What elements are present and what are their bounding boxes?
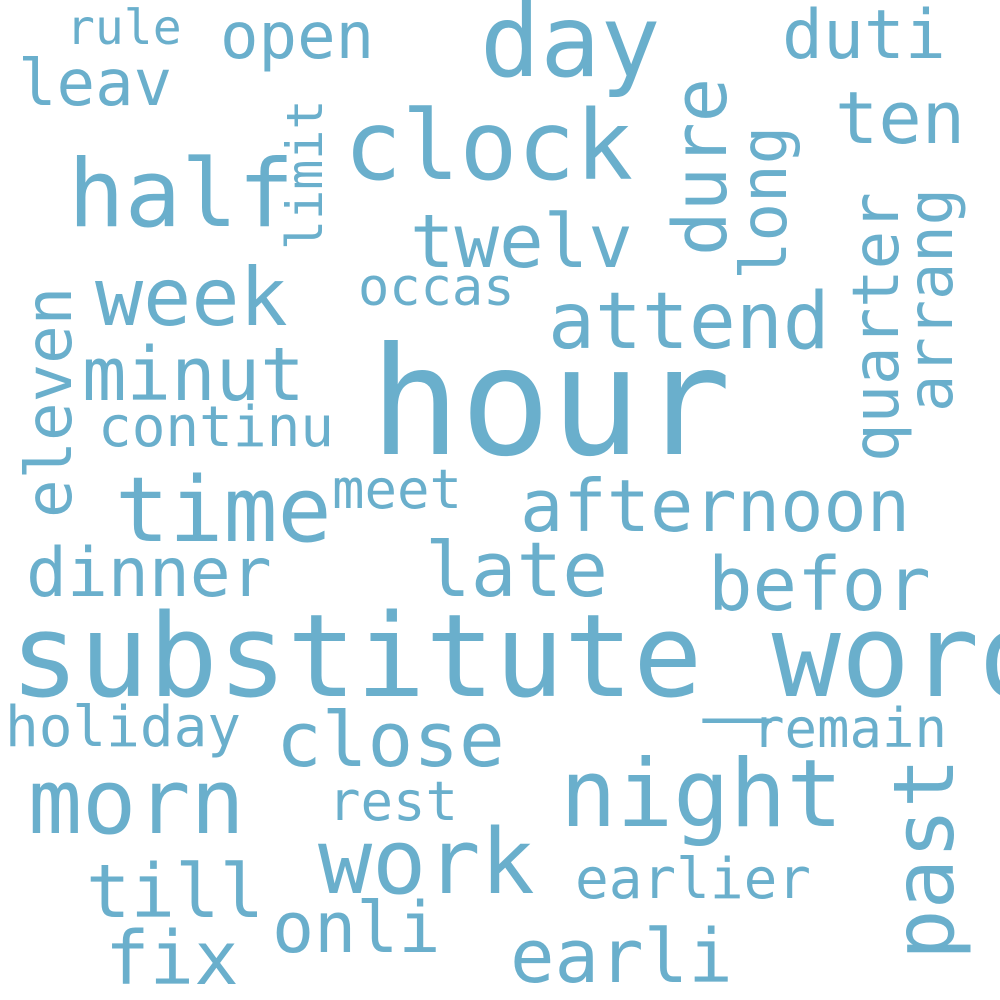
word-eleven: eleven xyxy=(13,286,87,518)
word-rest: rest xyxy=(328,770,459,833)
word-continu: continu xyxy=(98,395,335,460)
word-day: day xyxy=(480,0,661,100)
word-late: late xyxy=(425,525,609,614)
word-befor: befor xyxy=(708,542,931,628)
word-twelv: twelv xyxy=(410,199,633,285)
word-minut: minut xyxy=(82,332,305,418)
word-time: time xyxy=(115,458,332,563)
word-past: past xyxy=(875,757,973,960)
word-meet: meet xyxy=(332,458,463,521)
word-duti: duti xyxy=(782,0,946,75)
word-fix: fix xyxy=(105,916,239,1000)
word-close: close xyxy=(276,695,505,784)
word-work: work xyxy=(318,810,535,915)
word-week: week xyxy=(95,251,288,344)
word-rule: rule xyxy=(66,0,182,56)
word-long: long xyxy=(728,125,802,280)
word-limit: limit xyxy=(276,99,334,250)
word-till: till xyxy=(86,849,265,935)
word-half: half xyxy=(68,140,295,249)
word-earlier: earlier xyxy=(575,847,812,912)
word-earli: earli xyxy=(510,914,733,1000)
word-open: open xyxy=(220,0,375,74)
word-holiday: holiday xyxy=(5,695,242,760)
word-dinner: dinner xyxy=(26,534,272,613)
word-morn: morn xyxy=(28,750,245,855)
word-dure: dure xyxy=(658,77,744,256)
word-afternoon: afternoon xyxy=(520,464,911,548)
word-onli: onli xyxy=(272,887,441,969)
word-attend: attend xyxy=(548,277,830,367)
word-leav: leav xyxy=(18,47,173,121)
word-ten: ten xyxy=(835,76,966,160)
word-remain: remain xyxy=(752,697,948,760)
word-clock: clock xyxy=(344,90,633,202)
word-substitute-word: substitute_word xyxy=(10,590,1000,724)
word-night: night xyxy=(560,740,843,849)
word-arrang: arrang xyxy=(894,188,967,412)
word-occas: occas xyxy=(358,258,515,318)
word-hour: hour xyxy=(370,316,732,490)
